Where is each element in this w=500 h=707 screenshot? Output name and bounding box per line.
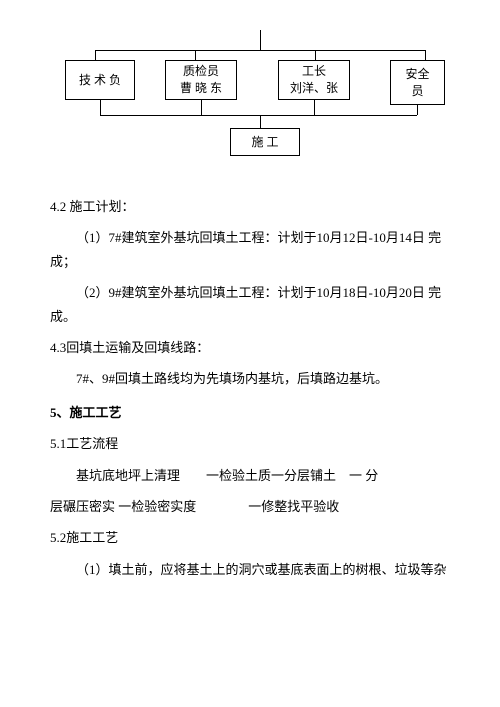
org-box-quality: 质检员 曹 晓 东 [165, 60, 237, 100]
org-line [201, 100, 202, 115]
org-line [417, 105, 418, 115]
org-line [425, 50, 426, 60]
org-box-label: 曹 晓 东 [180, 80, 222, 97]
org-line [100, 100, 101, 115]
org-line [95, 50, 96, 60]
section-4-3-text: 7#、9#回填土路线均为先填场内基坑，后填路边基坑。 [50, 367, 450, 390]
process-flow-line1: 基坑底地坪上清理 一检验土质一分层铺土 一 分 [50, 464, 450, 487]
section-4-2-title: 4.2 施工计划： [50, 195, 450, 218]
section-4-2-item1: （1）7#建筑室外基坑回填土工程：计划于10月12日-10月14日 完成； [50, 226, 450, 273]
section-5-title: 5、施工工艺 [50, 401, 450, 424]
org-box-label: 刘洋、张 [290, 80, 338, 97]
section-5-2-title: 5.2施工工艺 [50, 526, 450, 549]
org-chart: 技 术 负 质检员 曹 晓 东 工长 刘洋、张 安全 员 施 工 [60, 30, 440, 170]
section-5-1-title: 5.1工艺流程 [50, 432, 450, 455]
section-4-3-title: 4.3回填土运输及回填线路： [50, 336, 450, 359]
org-line [260, 30, 261, 50]
org-box-label: 安全 [405, 66, 429, 83]
org-box-tech: 技 术 负 [65, 60, 135, 100]
org-box-label: 质检员 [183, 63, 219, 80]
org-box-label: 工长 [302, 63, 326, 80]
org-line [100, 115, 417, 116]
org-line [315, 50, 316, 60]
section-5-2-item1: （1）填土前，应将基土上的洞穴或基底表面上的树根、垃圾等杂 [50, 558, 450, 581]
org-box-foreman: 工长 刘洋、张 [278, 60, 350, 100]
org-line [260, 115, 261, 128]
org-box-safety: 安全 员 [390, 60, 445, 105]
org-line [95, 50, 425, 51]
org-line [195, 50, 196, 60]
org-box-label: 技 术 负 [79, 72, 121, 89]
org-box-label: 员 [411, 83, 423, 100]
section-4-2-item2: （2）9#建筑室外基坑回填土工程：计划于10月18日-10月20日 完成。 [50, 281, 450, 328]
org-box-construction: 施 工 [230, 128, 300, 156]
process-flow-line2: 层碾压密实 一检验密实度 一修整找平验收 [50, 495, 450, 518]
org-line [314, 100, 315, 115]
org-box-label: 施 工 [251, 134, 278, 151]
